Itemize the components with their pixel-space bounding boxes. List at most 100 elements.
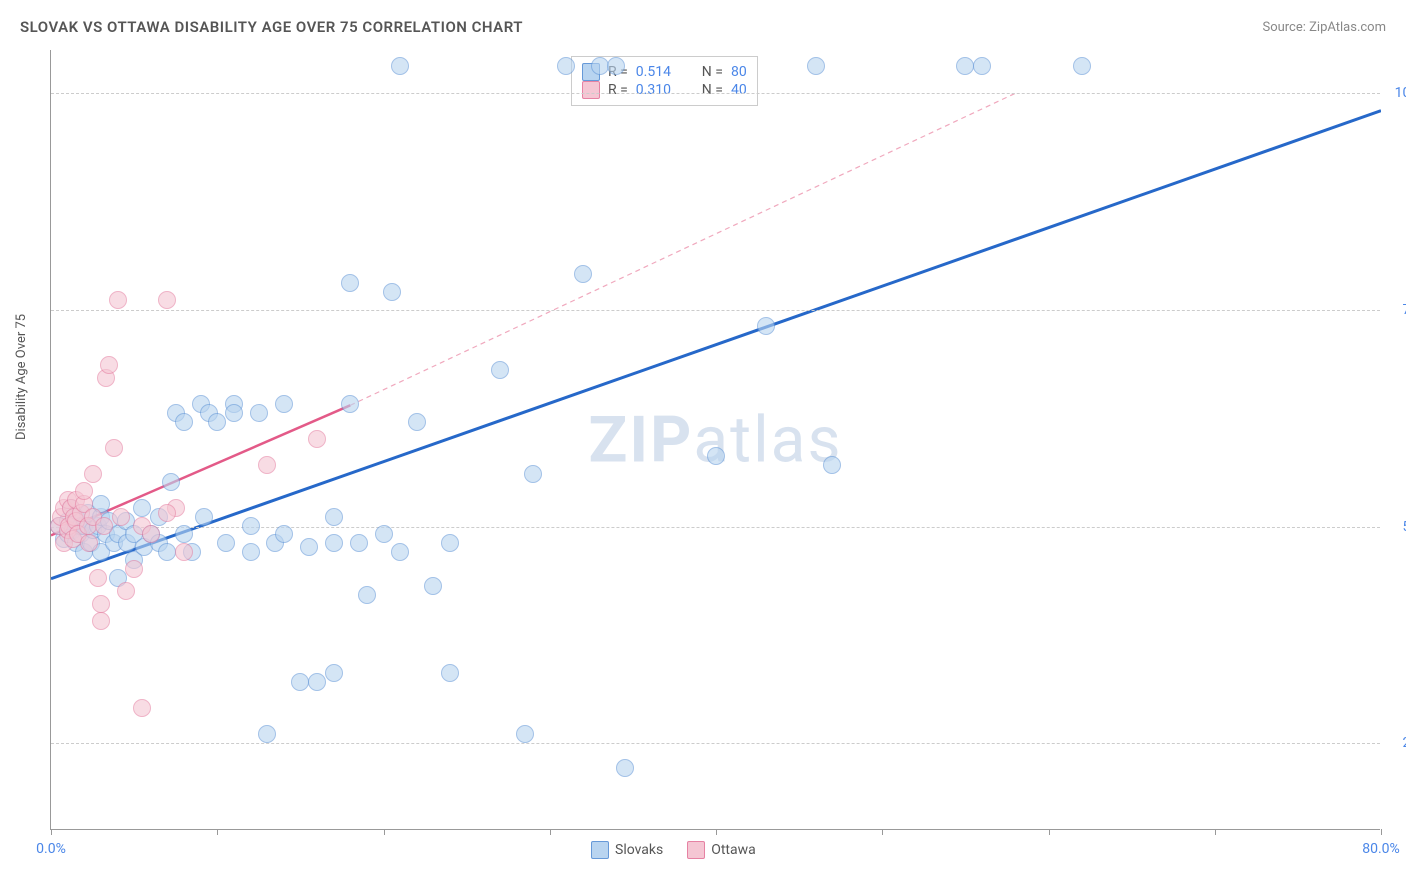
data-point [383, 283, 401, 301]
legend-item-slovaks: Slovaks [591, 841, 663, 859]
data-point [133, 499, 151, 517]
x-tick-label: 80.0% [1362, 841, 1400, 857]
data-point [75, 482, 93, 500]
data-point [162, 473, 180, 491]
data-point [92, 612, 110, 630]
source-label: Source: ZipAtlas.com [1262, 20, 1386, 35]
x-tick [882, 829, 883, 835]
data-point [208, 413, 226, 431]
data-point [105, 439, 123, 457]
data-point [308, 673, 326, 691]
data-point [757, 317, 775, 335]
data-point [258, 456, 276, 474]
swatch-slovaks-icon [591, 841, 609, 859]
data-point [125, 560, 143, 578]
data-point [308, 430, 326, 448]
legend-item-ottawa: Ottawa [687, 841, 756, 859]
x-tick-label: 0.0% [36, 841, 66, 857]
x-tick [1215, 829, 1216, 835]
data-point [707, 447, 725, 465]
data-point [300, 538, 318, 556]
data-point [424, 577, 442, 595]
data-point [341, 274, 359, 292]
data-point [1073, 57, 1091, 75]
y-tick-label: 75.0% [1402, 302, 1406, 318]
data-point [217, 534, 235, 552]
data-point [325, 664, 343, 682]
data-point [175, 525, 193, 543]
data-point [175, 543, 193, 561]
swatch-ottawa [582, 81, 600, 99]
y-axis-label: Disability Age Over 75 [14, 314, 29, 440]
data-point [956, 57, 974, 75]
data-point [158, 543, 176, 561]
gridline [51, 93, 1380, 94]
data-point [350, 534, 368, 552]
data-point [807, 57, 825, 75]
series-legend: Slovaks Ottawa [591, 841, 756, 859]
data-point [117, 582, 135, 600]
swatch-ottawa-icon [687, 841, 705, 859]
data-point [358, 586, 376, 604]
data-point [375, 525, 393, 543]
data-point [158, 291, 176, 309]
chart-title: SLOVAK VS OTTAWA DISABILITY AGE OVER 75 … [20, 18, 523, 36]
data-point [258, 725, 276, 743]
x-tick [1381, 829, 1382, 835]
plot-area: ZIPatlas R = 0.514 N = 80 R = 0.310 N = … [50, 50, 1380, 830]
data-point [557, 57, 575, 75]
x-tick [550, 829, 551, 835]
data-point [607, 57, 625, 75]
data-point [142, 525, 160, 543]
chart-container: SLOVAK VS OTTAWA DISABILITY AGE OVER 75 … [0, 0, 1406, 892]
data-point [92, 595, 110, 613]
data-point [100, 356, 118, 374]
y-tick-label: 25.0% [1402, 735, 1406, 751]
y-tick-label: 100.0% [1395, 85, 1406, 101]
data-point [158, 504, 176, 522]
data-point [408, 413, 426, 431]
data-point [491, 361, 509, 379]
gridline [51, 743, 1380, 744]
data-point [325, 508, 343, 526]
data-point [441, 534, 459, 552]
data-point [175, 413, 193, 431]
data-point [591, 57, 609, 75]
data-point [242, 517, 260, 535]
y-tick-label: 50.0% [1402, 519, 1406, 535]
x-tick [51, 829, 52, 835]
data-point [95, 517, 113, 535]
data-point [275, 525, 293, 543]
data-point [391, 543, 409, 561]
x-tick [217, 829, 218, 835]
x-tick [716, 829, 717, 835]
data-point [84, 465, 102, 483]
data-point [524, 465, 542, 483]
data-point [80, 534, 98, 552]
gridline [51, 310, 1380, 311]
x-tick [1049, 829, 1050, 835]
data-point [109, 291, 127, 309]
data-point [325, 534, 343, 552]
legend-row-ottawa: R = 0.310 N = 40 [582, 81, 747, 99]
data-point [823, 456, 841, 474]
data-point [195, 508, 213, 526]
data-point [112, 508, 130, 526]
data-point [973, 57, 991, 75]
data-point [391, 57, 409, 75]
data-point [291, 673, 309, 691]
watermark: ZIPatlas [589, 402, 843, 477]
data-point [242, 543, 260, 561]
data-point [250, 404, 268, 422]
data-point [225, 404, 243, 422]
data-point [89, 569, 107, 587]
data-point [441, 664, 459, 682]
data-point [574, 265, 592, 283]
data-point [275, 395, 293, 413]
data-point [133, 699, 151, 717]
trend-lines [51, 50, 1381, 830]
data-point [341, 395, 359, 413]
data-point [516, 725, 534, 743]
x-tick [384, 829, 385, 835]
data-point [616, 759, 634, 777]
